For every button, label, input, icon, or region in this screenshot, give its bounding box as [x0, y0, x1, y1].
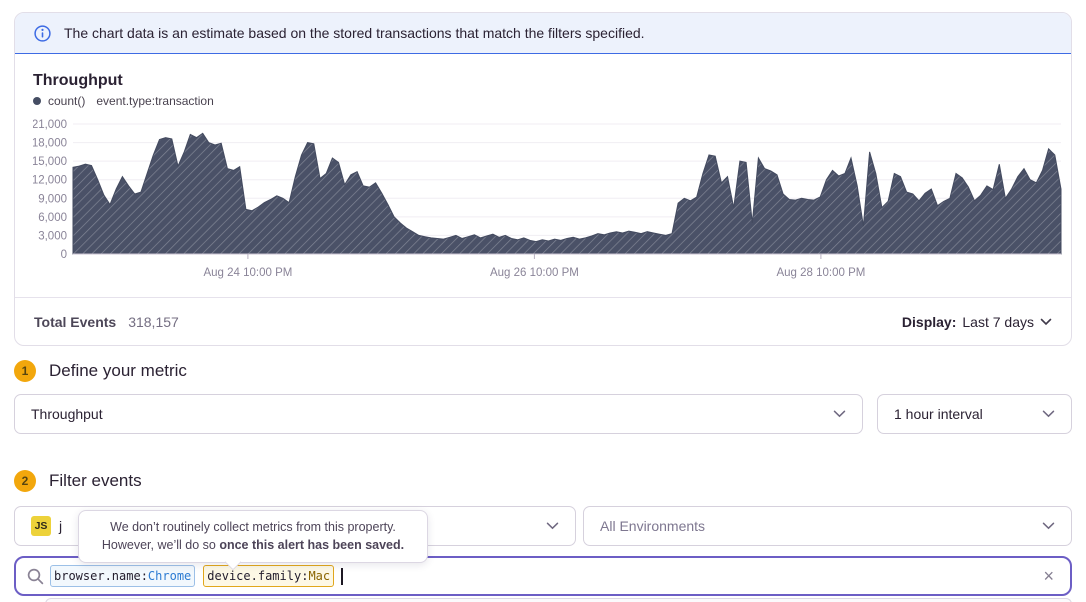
- metric-aggregate-select[interactable]: Throughput: [14, 394, 863, 434]
- search-dropdown-edge: [45, 598, 1072, 602]
- clear-search-icon[interactable]: ×: [1043, 566, 1054, 586]
- info-icon: [34, 24, 51, 42]
- search-icon: [27, 568, 44, 584]
- svg-text:Aug 28 10:00 PM: Aug 28 10:00 PM: [776, 267, 865, 279]
- legend-series-dot-icon: [33, 97, 41, 105]
- chevron-down-icon: [1040, 318, 1052, 325]
- filter-token-device-family[interactable]: device.family:Mac: [203, 565, 335, 587]
- tooltip-line-2: However, we’ll do so: [101, 538, 220, 553]
- svg-text:12,000: 12,000: [33, 175, 67, 187]
- metrics-property-tooltip: We don’t routinely collect metrics from …: [78, 510, 428, 571]
- svg-text:9,000: 9,000: [38, 193, 67, 205]
- svg-text:0: 0: [61, 249, 67, 261]
- step-2-badge: 2: [14, 470, 36, 492]
- chart-title: Throughput: [33, 72, 123, 89]
- text-cursor: [341, 567, 343, 585]
- banner-text: The chart data is an estimate based on t…: [64, 25, 645, 41]
- svg-text:6,000: 6,000: [38, 212, 67, 224]
- javascript-platform-icon: JS: [31, 516, 51, 536]
- svg-text:15,000: 15,000: [33, 156, 67, 168]
- display-value: Last 7 days: [962, 313, 1034, 330]
- svg-text:21,000: 21,000: [33, 119, 67, 131]
- time-interval-select[interactable]: 1 hour interval: [877, 394, 1072, 434]
- section-filter-events: 2 Filter events: [14, 470, 142, 492]
- chart-body: Throughput count() event.type:transactio…: [15, 54, 1071, 297]
- display-period-dropdown[interactable]: Display: Last 7 days: [902, 314, 1052, 330]
- chart-panel: The chart data is an estimate based on t…: [14, 12, 1072, 346]
- chart-panel-footer: Total Events 318,157 Display: Last 7 day…: [15, 297, 1071, 345]
- environment-select-value: All Environments: [600, 518, 706, 534]
- total-events-label: Total Events: [34, 313, 117, 330]
- section-define-metric: 1 Define your metric: [14, 360, 187, 382]
- time-interval-value: 1 hour interval: [894, 406, 983, 422]
- svg-text:18,000: 18,000: [33, 138, 67, 150]
- throughput-chart: 0 3,000 6,000 9,000 12,000 15,000 18,000 21,000…: [32, 119, 1062, 279]
- info-banner: The chart data is an estimate based on t…: [15, 13, 1071, 54]
- section-1-title: Define your metric: [49, 361, 187, 380]
- section-2-title: Filter events: [49, 471, 142, 490]
- environment-select[interactable]: All Environments: [583, 506, 1072, 546]
- chevron-down-icon: [1042, 410, 1055, 418]
- tooltip-line-2-bold: once this alert has been saved.: [219, 538, 405, 553]
- chevron-down-icon: [1042, 522, 1055, 530]
- chevron-down-icon: [833, 410, 846, 418]
- project-select-value: j: [59, 518, 63, 534]
- legend-series-filter: event.type:transaction: [96, 94, 214, 108]
- chevron-down-icon: [546, 522, 559, 530]
- svg-text:Aug 26 10:00 PM: Aug 26 10:00 PM: [490, 267, 579, 279]
- tooltip-line-1: We don’t routinely collect metrics from …: [110, 520, 396, 534]
- chart-legend: count() event.type:transaction: [33, 92, 1071, 110]
- filter-token-browser-name[interactable]: browser.name:Chrome: [50, 565, 196, 587]
- total-events-value: 318,157: [128, 313, 179, 330]
- svg-text:Aug 24 10:00 PM: Aug 24 10:00 PM: [203, 267, 292, 279]
- metric-aggregate-value: Throughput: [31, 406, 103, 422]
- display-label: Display:: [901, 313, 957, 330]
- svg-text:3,000: 3,000: [38, 230, 67, 242]
- legend-series-label: count(): [48, 94, 86, 108]
- step-1-badge: 1: [14, 360, 36, 382]
